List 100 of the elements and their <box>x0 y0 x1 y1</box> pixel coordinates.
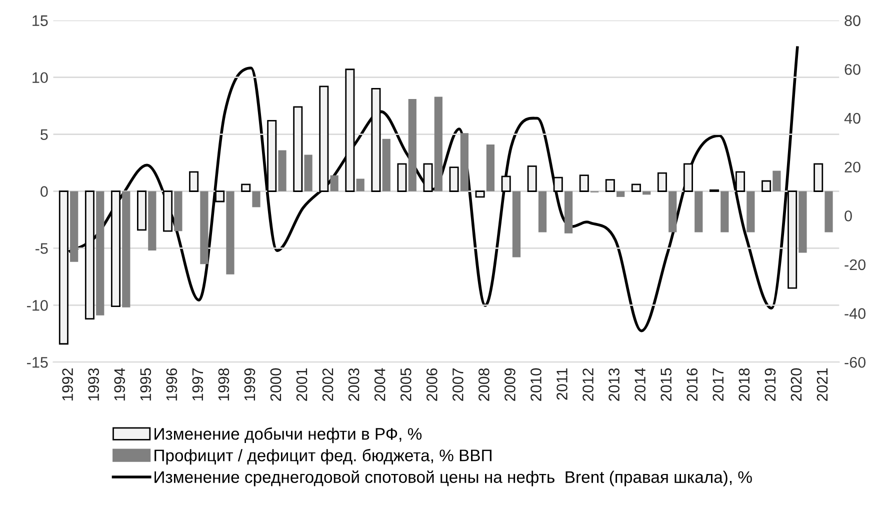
bar <box>736 171 746 192</box>
bar <box>579 174 589 192</box>
x-tick-label: 2016 <box>686 368 698 401</box>
x-tick-label: 2007 <box>452 368 464 401</box>
bar <box>538 191 547 232</box>
bar <box>252 191 260 208</box>
y-tick-label: 5 <box>40 129 48 140</box>
bar <box>96 191 104 316</box>
legend-label: Изменение среднегодовой спотовой цены на нефть Brent (правая шкала), % <box>154 470 752 486</box>
y2-tick-label: -20 <box>844 259 866 270</box>
bar <box>460 133 468 192</box>
x-tick-label: 2001 <box>296 368 308 401</box>
x-tick-label: 2008 <box>478 368 490 401</box>
x-tick-label: 1998 <box>218 368 230 400</box>
bar <box>371 88 381 192</box>
bar <box>798 191 807 253</box>
x-tick-label: 2020 <box>790 368 802 401</box>
y2-tick-label: 20 <box>844 162 860 173</box>
bar <box>110 190 120 307</box>
y-tick-label: -5 <box>36 243 48 254</box>
bar <box>746 191 755 232</box>
y2-tick-label: 60 <box>844 64 860 75</box>
y2-tick-label: 0 <box>844 210 852 222</box>
y-tick-label: 0 <box>40 186 48 197</box>
bar <box>631 184 641 192</box>
x-tick-label: 2011 <box>556 368 568 400</box>
bar <box>189 171 199 192</box>
bar <box>267 120 277 192</box>
bar <box>668 191 677 232</box>
y-tick-label: 15 <box>32 15 48 26</box>
y2-tick-label: -60 <box>844 356 866 368</box>
x-tick-label: 2013 <box>608 368 620 401</box>
bar <box>475 190 485 198</box>
bar <box>356 178 364 192</box>
x-tick-label: 2014 <box>634 368 646 401</box>
bar <box>657 172 667 192</box>
x-tick-label: 2003 <box>348 368 360 401</box>
legend-label: Изменение добычи нефти в РФ, % <box>154 427 422 444</box>
x-tick-label: 2015 <box>660 368 672 401</box>
y-tick-label: -10 <box>27 300 48 311</box>
bar <box>226 191 234 274</box>
x-tick-label: 1995 <box>140 368 152 400</box>
bar <box>694 191 703 232</box>
x-tick-label: 2018 <box>738 368 750 401</box>
bar <box>278 150 286 192</box>
x-tick-label: 2009 <box>504 368 516 401</box>
bar <box>174 191 182 232</box>
bar <box>215 190 225 202</box>
bar <box>527 165 537 192</box>
bar <box>200 191 208 264</box>
bar <box>824 191 833 232</box>
bar <box>304 154 312 192</box>
bar <box>241 184 251 192</box>
x-tick-label: 2021 <box>816 368 828 401</box>
bar <box>762 180 772 192</box>
y2-tick-label: 80 <box>844 15 860 26</box>
bar <box>423 163 433 192</box>
bar <box>345 68 355 192</box>
bar <box>642 191 651 195</box>
bar <box>616 191 625 197</box>
legend-label: Профицит / дефицит фед. бюджета, % ВВП <box>154 448 492 465</box>
y-tick-label: -15 <box>27 357 48 368</box>
bar <box>163 190 173 232</box>
bar <box>382 138 390 192</box>
bar <box>605 179 615 192</box>
x-tick-label: 1997 <box>192 368 204 400</box>
y2-tick-label: -40 <box>844 308 866 319</box>
x-tick-label: 2000 <box>270 368 282 401</box>
bar <box>683 163 693 192</box>
x-tick-label: 1999 <box>244 368 256 400</box>
bar <box>84 190 94 320</box>
x-tick-label: 2010 <box>530 368 542 401</box>
y2-tick-label: 40 <box>844 112 860 124</box>
x-tick-label: 2012 <box>582 368 594 401</box>
bar <box>449 166 459 192</box>
bar <box>70 191 78 262</box>
x-tick-label: 2002 <box>322 368 334 401</box>
bar <box>122 191 130 308</box>
x-tick-label: 1996 <box>166 368 178 400</box>
bar <box>137 190 147 231</box>
bar <box>293 106 303 192</box>
x-tick-label: 1993 <box>88 368 100 400</box>
x-tick-label: 1992 <box>62 368 73 400</box>
x-tick-label: 2005 <box>400 368 412 401</box>
bar <box>564 191 573 234</box>
bar <box>512 191 521 258</box>
bar <box>772 170 781 192</box>
bar <box>148 191 156 250</box>
x-tick-label: 1994 <box>114 368 126 400</box>
bar <box>434 96 442 192</box>
bar <box>397 163 407 192</box>
x-tick-label: 2004 <box>374 368 386 401</box>
x-tick-label: 2006 <box>426 368 438 401</box>
bar <box>553 176 563 192</box>
bar <box>486 144 495 192</box>
bar <box>330 175 338 192</box>
x-tick-label: 2019 <box>764 368 776 401</box>
bar <box>720 191 729 232</box>
bar <box>501 176 511 192</box>
x-tick-label: 2017 <box>712 368 724 401</box>
